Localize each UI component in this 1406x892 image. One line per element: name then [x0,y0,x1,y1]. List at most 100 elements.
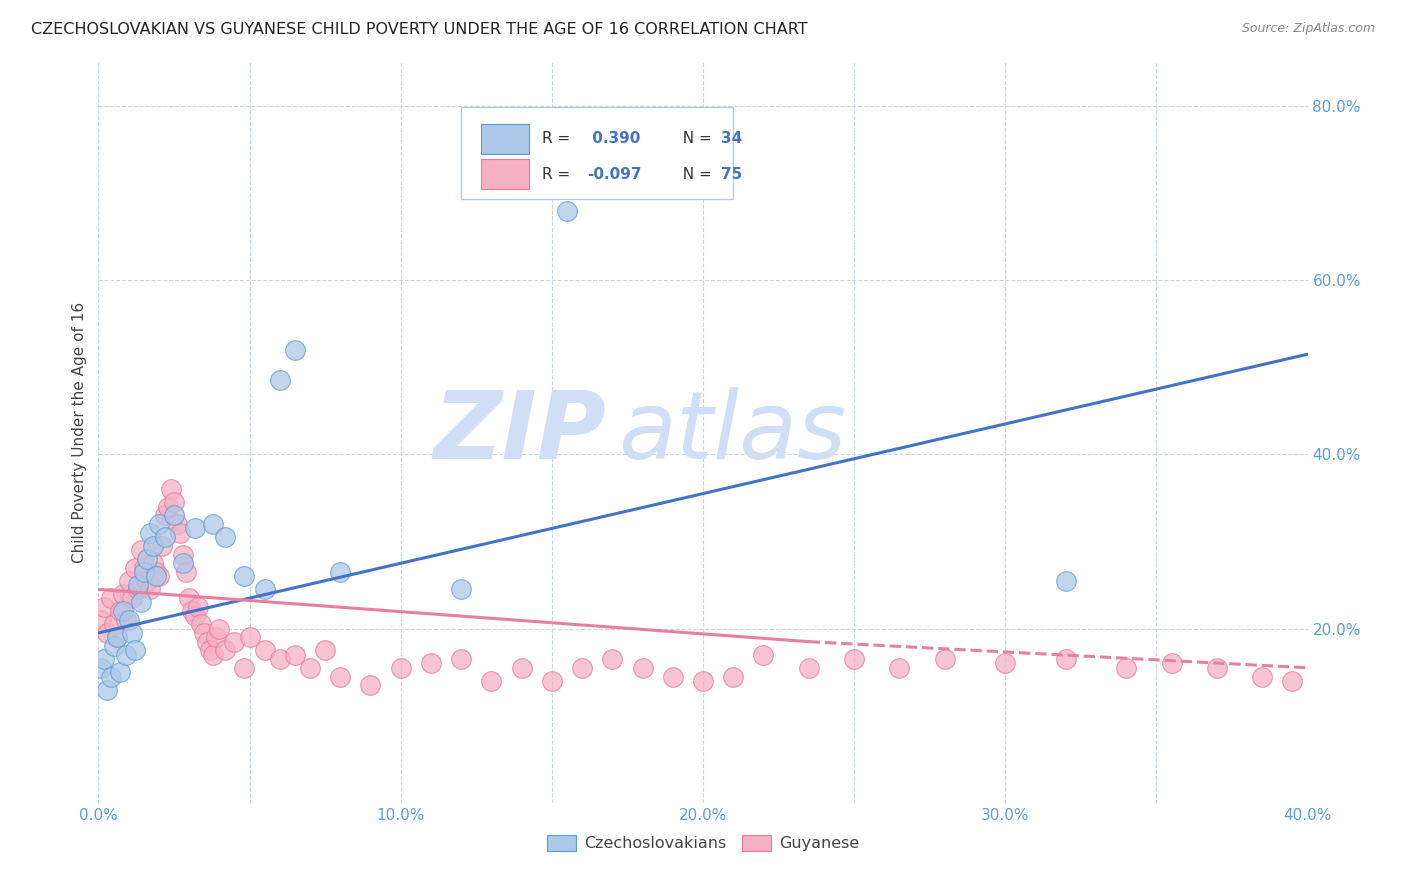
Text: 34: 34 [721,131,742,146]
Point [153,508,176,523]
Point [193,626,215,640]
Point [1251,669,1274,683]
Text: 75: 75 [721,167,742,182]
Point [214,530,236,544]
Point [202,648,225,662]
Point [661,669,683,683]
Point [90,661,112,675]
Point [103,639,125,653]
FancyBboxPatch shape [481,160,529,189]
Point [108,665,131,680]
Point [284,648,307,662]
Point [90,613,112,627]
Point [200,643,222,657]
Point [602,652,624,666]
Point [889,661,911,675]
Point [1115,661,1137,675]
Point [132,565,155,579]
Point [124,560,146,574]
Point [284,343,307,357]
Point [96,626,118,640]
Point [934,652,956,666]
Point [132,560,155,574]
Point [160,482,183,496]
Point [994,657,1017,671]
Point [420,657,443,671]
Point [150,539,173,553]
Point [166,517,188,532]
Point [631,661,654,675]
Point [145,565,167,579]
Point [163,508,186,523]
Text: CZECHOSLOVAKIAN VS GUYANESE CHILD POVERTY UNDER THE AGE OF 16 CORRELATION CHART: CZECHOSLOVAKIAN VS GUYANESE CHILD POVERT… [31,22,807,37]
Point [269,373,291,387]
Point [111,587,134,601]
Point [232,569,254,583]
Point [1160,657,1182,671]
Point [214,643,236,657]
Point [208,622,231,636]
FancyBboxPatch shape [481,124,529,153]
Point [121,626,143,640]
Point [139,525,162,540]
Text: R =: R = [543,131,575,146]
Point [121,591,143,606]
Point [129,595,152,609]
Point [156,500,179,514]
Point [145,569,167,583]
Point [232,661,254,675]
Point [202,517,225,532]
Point [172,556,194,570]
Point [195,634,218,648]
Point [111,604,134,618]
Text: -0.097: -0.097 [586,167,641,182]
Point [135,552,157,566]
Point [389,661,412,675]
Text: Source: ZipAtlas.com: Source: ZipAtlas.com [1241,22,1375,36]
Point [103,617,125,632]
Point [481,673,503,688]
Point [844,652,866,666]
Point [752,648,775,662]
Point [148,569,170,583]
Point [253,643,276,657]
Point [184,608,207,623]
Point [118,574,141,588]
Legend: Czechoslovakians, Guyanese: Czechoslovakians, Guyanese [541,829,865,858]
Text: N =: N = [672,131,717,146]
Point [205,630,228,644]
Y-axis label: Child Poverty Under the Age of 16: Child Poverty Under the Age of 16 [72,302,87,563]
Point [299,661,322,675]
Point [105,630,128,644]
Point [360,678,382,692]
Point [169,525,191,540]
Point [100,591,122,606]
Point [253,582,276,597]
Point [329,565,352,579]
Point [450,582,472,597]
Point [129,543,152,558]
Point [153,530,176,544]
Point [114,613,136,627]
Point [142,556,165,570]
Point [118,613,141,627]
Point [139,582,162,597]
Point [692,673,714,688]
Point [314,643,336,657]
Point [190,617,212,632]
Point [571,661,593,675]
Text: N =: N = [672,167,717,182]
Point [93,652,115,666]
Point [127,582,149,597]
Point [555,203,578,218]
Point [105,630,128,644]
FancyBboxPatch shape [461,107,734,200]
Point [187,599,209,614]
Point [179,591,201,606]
Point [723,669,745,683]
Point [797,661,820,675]
Point [1281,673,1303,688]
Point [124,643,146,657]
Point [329,669,352,683]
Point [181,604,204,618]
